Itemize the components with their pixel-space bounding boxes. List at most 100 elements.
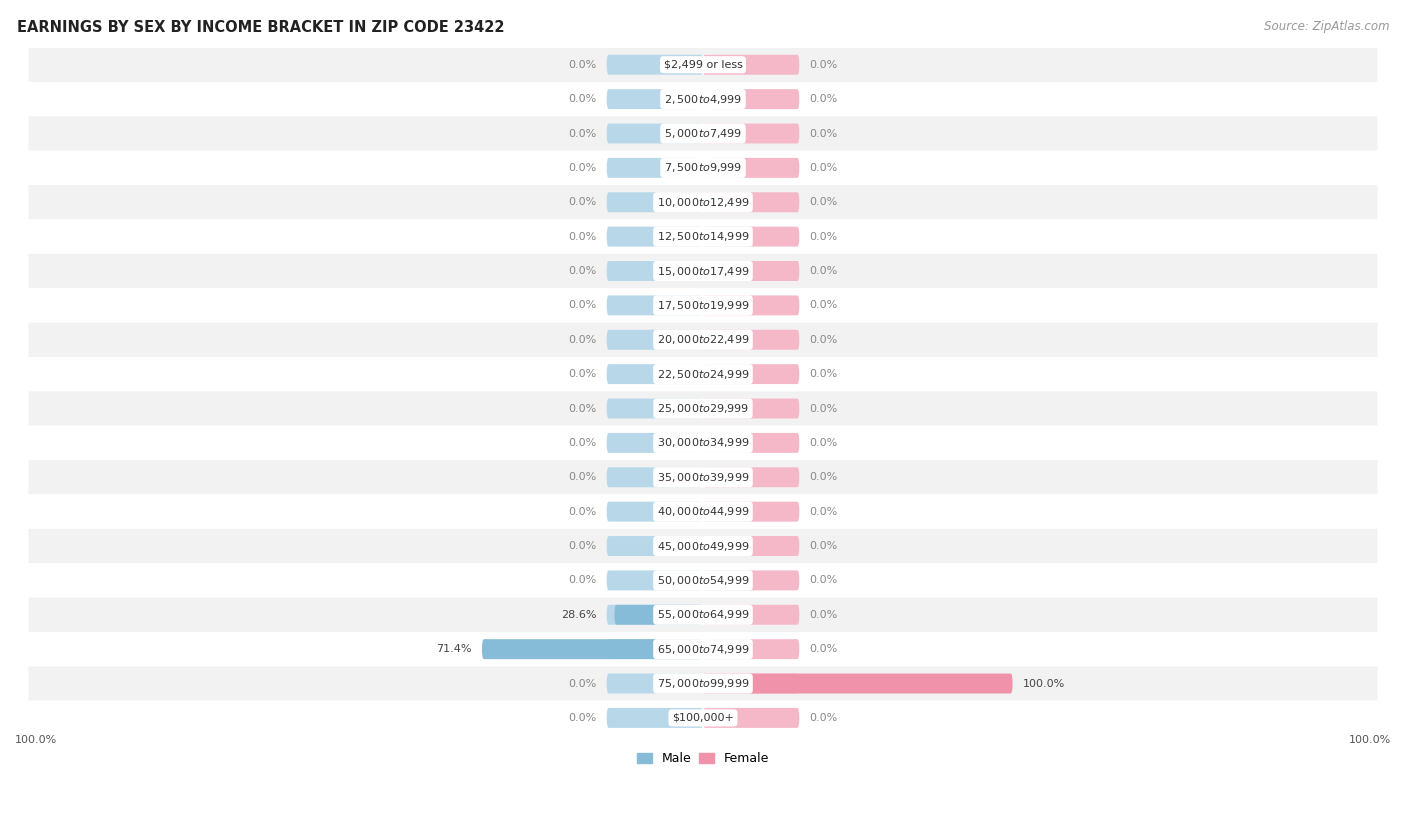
FancyBboxPatch shape — [482, 639, 703, 659]
Text: 100.0%: 100.0% — [1024, 679, 1066, 689]
Text: $2,500 to $4,999: $2,500 to $4,999 — [664, 93, 742, 106]
Text: 0.0%: 0.0% — [568, 713, 596, 723]
FancyBboxPatch shape — [606, 433, 703, 453]
FancyBboxPatch shape — [606, 295, 703, 315]
Text: 0.0%: 0.0% — [810, 404, 838, 414]
Text: 0.0%: 0.0% — [810, 266, 838, 276]
Text: $12,500 to $14,999: $12,500 to $14,999 — [657, 230, 749, 243]
Text: $2,499 or less: $2,499 or less — [664, 59, 742, 70]
FancyBboxPatch shape — [28, 220, 1378, 254]
FancyBboxPatch shape — [606, 639, 703, 659]
Text: 0.0%: 0.0% — [568, 163, 596, 173]
Text: 0.0%: 0.0% — [568, 129, 596, 138]
Text: 0.0%: 0.0% — [810, 438, 838, 448]
FancyBboxPatch shape — [28, 392, 1378, 426]
Text: $7,500 to $9,999: $7,500 to $9,999 — [664, 161, 742, 174]
FancyBboxPatch shape — [606, 708, 703, 728]
Text: $100,000+: $100,000+ — [672, 713, 734, 723]
Text: 0.0%: 0.0% — [568, 472, 596, 482]
FancyBboxPatch shape — [28, 47, 1378, 82]
FancyBboxPatch shape — [28, 494, 1378, 529]
Text: 0.0%: 0.0% — [810, 644, 838, 654]
Text: 0.0%: 0.0% — [810, 713, 838, 723]
FancyBboxPatch shape — [703, 708, 800, 728]
FancyBboxPatch shape — [614, 605, 703, 624]
FancyBboxPatch shape — [703, 330, 800, 350]
FancyBboxPatch shape — [703, 467, 800, 488]
Text: $22,500 to $24,999: $22,500 to $24,999 — [657, 368, 749, 381]
Text: 0.0%: 0.0% — [568, 197, 596, 208]
FancyBboxPatch shape — [28, 701, 1378, 735]
FancyBboxPatch shape — [703, 364, 800, 384]
Text: $65,000 to $74,999: $65,000 to $74,999 — [657, 642, 749, 655]
Text: 0.0%: 0.0% — [810, 506, 838, 517]
FancyBboxPatch shape — [606, 571, 703, 590]
FancyBboxPatch shape — [606, 55, 703, 75]
Text: $40,000 to $44,999: $40,000 to $44,999 — [657, 505, 749, 519]
FancyBboxPatch shape — [703, 124, 800, 143]
FancyBboxPatch shape — [606, 158, 703, 177]
FancyBboxPatch shape — [28, 357, 1378, 392]
Text: $30,000 to $34,999: $30,000 to $34,999 — [657, 436, 749, 449]
Text: 0.0%: 0.0% — [568, 94, 596, 104]
FancyBboxPatch shape — [28, 82, 1378, 116]
Text: $35,000 to $39,999: $35,000 to $39,999 — [657, 470, 749, 484]
FancyBboxPatch shape — [606, 261, 703, 281]
FancyBboxPatch shape — [606, 364, 703, 384]
Text: $45,000 to $49,999: $45,000 to $49,999 — [657, 540, 749, 553]
FancyBboxPatch shape — [606, 192, 703, 212]
FancyBboxPatch shape — [703, 55, 800, 75]
Text: 100.0%: 100.0% — [1348, 735, 1391, 745]
FancyBboxPatch shape — [703, 261, 800, 281]
Text: $10,000 to $12,499: $10,000 to $12,499 — [657, 195, 749, 208]
Text: 0.0%: 0.0% — [810, 575, 838, 585]
FancyBboxPatch shape — [28, 288, 1378, 322]
Text: $25,000 to $29,999: $25,000 to $29,999 — [657, 402, 749, 415]
Text: 0.0%: 0.0% — [568, 575, 596, 585]
FancyBboxPatch shape — [28, 254, 1378, 288]
Text: 0.0%: 0.0% — [810, 232, 838, 242]
Text: 0.0%: 0.0% — [810, 163, 838, 173]
FancyBboxPatch shape — [703, 673, 1012, 694]
FancyBboxPatch shape — [606, 90, 703, 109]
Text: 0.0%: 0.0% — [568, 300, 596, 310]
Text: 0.0%: 0.0% — [568, 404, 596, 414]
FancyBboxPatch shape — [703, 192, 800, 212]
FancyBboxPatch shape — [28, 151, 1378, 185]
Text: $55,000 to $64,999: $55,000 to $64,999 — [657, 608, 749, 621]
FancyBboxPatch shape — [703, 295, 800, 315]
FancyBboxPatch shape — [606, 467, 703, 488]
Text: $15,000 to $17,499: $15,000 to $17,499 — [657, 265, 749, 278]
Text: 28.6%: 28.6% — [561, 610, 596, 619]
FancyBboxPatch shape — [28, 597, 1378, 632]
Text: 0.0%: 0.0% — [568, 438, 596, 448]
FancyBboxPatch shape — [28, 667, 1378, 701]
FancyBboxPatch shape — [606, 226, 703, 247]
FancyBboxPatch shape — [703, 226, 800, 247]
Text: 0.0%: 0.0% — [810, 300, 838, 310]
FancyBboxPatch shape — [703, 433, 800, 453]
Text: $5,000 to $7,499: $5,000 to $7,499 — [664, 127, 742, 140]
Text: 0.0%: 0.0% — [568, 232, 596, 242]
Text: 100.0%: 100.0% — [15, 735, 58, 745]
FancyBboxPatch shape — [28, 529, 1378, 563]
Text: Source: ZipAtlas.com: Source: ZipAtlas.com — [1264, 20, 1389, 33]
Text: 0.0%: 0.0% — [568, 506, 596, 517]
Text: 0.0%: 0.0% — [568, 335, 596, 345]
Text: 0.0%: 0.0% — [810, 197, 838, 208]
Text: 0.0%: 0.0% — [810, 94, 838, 104]
FancyBboxPatch shape — [703, 501, 800, 522]
FancyBboxPatch shape — [703, 571, 800, 590]
Text: 0.0%: 0.0% — [810, 59, 838, 70]
FancyBboxPatch shape — [703, 158, 800, 177]
Text: 0.0%: 0.0% — [810, 369, 838, 379]
Text: 0.0%: 0.0% — [810, 610, 838, 619]
FancyBboxPatch shape — [606, 330, 703, 350]
FancyBboxPatch shape — [28, 116, 1378, 151]
FancyBboxPatch shape — [703, 399, 800, 418]
Text: 0.0%: 0.0% — [810, 541, 838, 551]
FancyBboxPatch shape — [28, 322, 1378, 357]
Text: 0.0%: 0.0% — [568, 59, 596, 70]
FancyBboxPatch shape — [28, 460, 1378, 494]
Text: 0.0%: 0.0% — [810, 129, 838, 138]
